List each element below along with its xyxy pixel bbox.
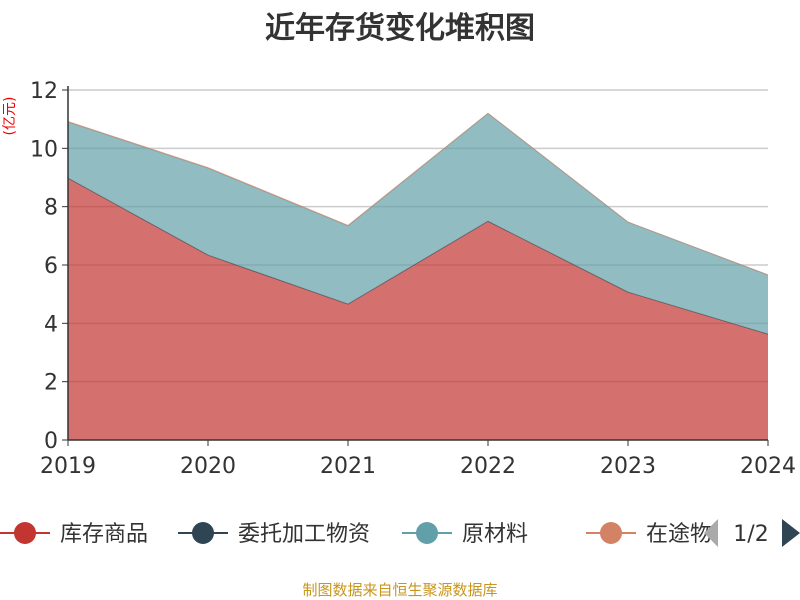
y-tick-label: 6 (44, 254, 58, 279)
legend-marker-icon (600, 522, 622, 544)
line-在途物 (67, 112, 769, 276)
legend-next-icon[interactable] (782, 519, 800, 547)
y-axis-label: (亿元) (2, 97, 18, 136)
legend-item-label: 原材料 (462, 522, 528, 547)
footer-source: 制图数据来自恒生聚源数据库 (302, 581, 497, 599)
y-tick-label: 0 (44, 429, 58, 454)
x-tick-label: 2019 (40, 454, 96, 479)
y-tick-label: 4 (44, 312, 58, 337)
x-tick-label: 2020 (180, 454, 236, 479)
chart-title: 近年存货变化堆积图 (265, 11, 535, 46)
legend-item-label: 在途物 (646, 522, 712, 547)
y-tick-label: 2 (44, 371, 58, 396)
legend-prev-icon[interactable] (704, 519, 718, 547)
x-tick-label: 2024 (740, 454, 796, 479)
x-tick-label: 2023 (600, 454, 656, 479)
legend-marker-icon (14, 522, 36, 544)
y-tick-label: 10 (30, 137, 58, 162)
x-tick-label: 2021 (320, 454, 376, 479)
area-库存商品 (68, 178, 768, 441)
line-委托加工物资 (67, 177, 769, 335)
legend-item-label: 委托加工物资 (238, 522, 370, 547)
area-原材料 (68, 113, 768, 335)
legend-item-label: 库存商品 (60, 522, 148, 547)
y-tick-label: 12 (30, 79, 58, 104)
legend-marker-icon (416, 522, 438, 544)
legend-marker-icon (192, 522, 214, 544)
x-tick-label: 2022 (460, 454, 516, 479)
legend-page-indicator: 1/2 (733, 522, 768, 547)
y-tick-label: 8 (44, 196, 58, 221)
